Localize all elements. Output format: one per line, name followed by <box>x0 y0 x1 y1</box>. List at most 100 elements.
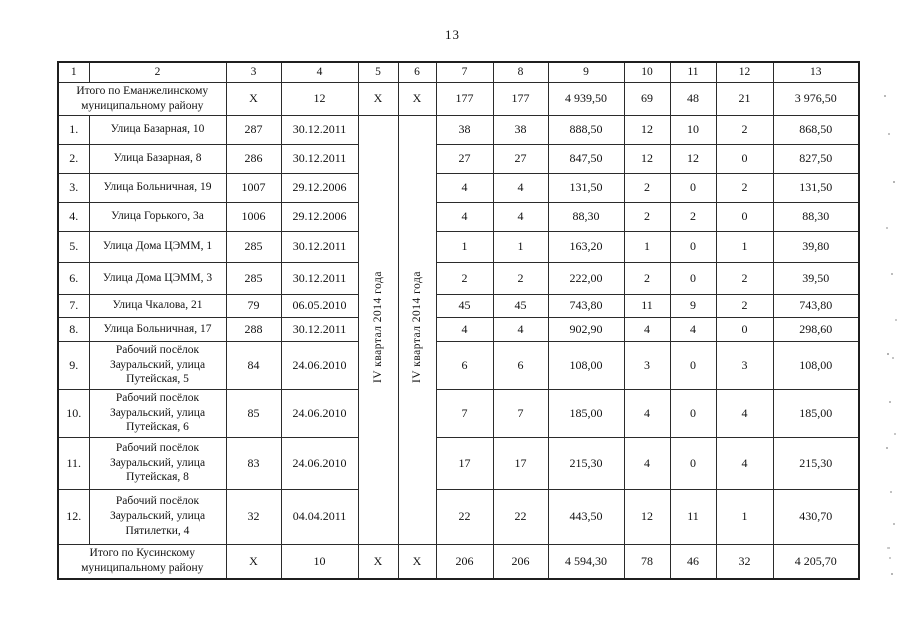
value-cell: 847,50 <box>547 143 625 174</box>
value-cell: 2 <box>623 261 671 295</box>
value-cell: 4 <box>623 388 671 438</box>
col-header-4: 4 <box>280 61 359 83</box>
value-cell: 10 <box>669 114 717 145</box>
value-cell: 0 <box>715 316 774 342</box>
date-cell: 30.12.2011 <box>280 316 359 342</box>
reg-number-cell: 285 <box>225 230 282 263</box>
value-cell: 827,50 <box>772 143 860 174</box>
date-cell: 24.06.2010 <box>280 388 359 438</box>
value-cell: 902,90 <box>547 316 625 342</box>
value-cell: 46 <box>669 543 717 580</box>
reg-number-cell: 32 <box>225 488 282 545</box>
table-row: 4. Улица Горького, 3а 1006 29.12.2006 4 … <box>57 201 860 232</box>
value-cell: 4 <box>669 316 717 342</box>
value-cell: 6 <box>435 340 494 390</box>
date-cell: 06.05.2010 <box>280 293 359 318</box>
x-mark: X <box>225 543 282 580</box>
value-cell: 1 <box>435 230 494 263</box>
value-cell: 4 594,30 <box>547 543 625 580</box>
value-cell: 21 <box>715 81 774 116</box>
row-number: 1. <box>57 114 90 145</box>
value-cell: 88,30 <box>547 201 625 232</box>
value-cell: 69 <box>623 81 671 116</box>
value-cell: 4 <box>435 201 494 232</box>
report-table: 1 2 3 4 5 6 7 8 9 10 11 12 13 Итого по Е… <box>57 61 860 580</box>
value-cell: 2 <box>623 201 671 232</box>
date-cell: 24.06.2010 <box>280 340 359 390</box>
value-cell: 78 <box>623 543 671 580</box>
col-header-2: 2 <box>88 61 227 83</box>
value-cell: 215,30 <box>772 436 860 490</box>
value-cell: 11 <box>669 488 717 545</box>
value-cell: 4 <box>435 172 494 203</box>
row-number: 2. <box>57 143 90 174</box>
value-cell: 3 976,50 <box>772 81 860 116</box>
value-cell: 2 <box>623 172 671 203</box>
value-cell: 108,00 <box>547 340 625 390</box>
value-cell: 22 <box>435 488 494 545</box>
value-cell: 2 <box>492 261 549 295</box>
address-cell: Улица Больничная, 17 <box>88 316 227 342</box>
value-cell: 39,80 <box>772 230 860 263</box>
reg-number-cell: 84 <box>225 340 282 390</box>
summary-label: Итого по Еманжелинскому муниципальному р… <box>57 81 227 116</box>
summary-label: Итого по Кусинскому муниципальному район… <box>57 543 227 580</box>
value-cell: 17 <box>492 436 549 490</box>
value-cell: 4 <box>715 436 774 490</box>
date-cell: 24.06.2010 <box>280 436 359 490</box>
value-cell: 12 <box>669 143 717 174</box>
col-header-1: 1 <box>57 61 90 83</box>
value-cell: 131,50 <box>547 172 625 203</box>
value-cell: 0 <box>715 201 774 232</box>
value-cell: 206 <box>492 543 549 580</box>
row-number: 7. <box>57 293 90 318</box>
value-cell: 6 <box>492 340 549 390</box>
value-cell: 7 <box>435 388 494 438</box>
value-cell: 0 <box>669 172 717 203</box>
address-cell: Рабочий посёлок Зауральский, улица Путей… <box>88 436 227 490</box>
value-cell: 2 <box>435 261 494 295</box>
col-header-7: 7 <box>435 61 494 83</box>
table-row: 12. Рабочий посёлок Зауральский, улица П… <box>57 488 860 545</box>
value-cell: 2 <box>669 201 717 232</box>
value-cell: 9 <box>669 293 717 318</box>
value-cell: 206 <box>435 543 494 580</box>
value-cell: 888,50 <box>547 114 625 145</box>
table-row: 9. Рабочий посёлок Зауральский, улица Пу… <box>57 340 860 390</box>
address-cell: Улица Чкалова, 21 <box>88 293 227 318</box>
x-mark: X <box>397 81 437 116</box>
column-header-row: 1 2 3 4 5 6 7 8 9 10 11 12 13 <box>57 61 860 83</box>
date-cell: 04.04.2011 <box>280 488 359 545</box>
table-row: 1. Улица Базарная, 10 287 30.12.2011 IV … <box>57 114 860 545</box>
reg-number-cell: 79 <box>225 293 282 318</box>
date-cell: 30.12.2011 <box>280 261 359 295</box>
value-cell: 1 <box>715 230 774 263</box>
value-cell: 27 <box>492 143 549 174</box>
value-cell: 45 <box>492 293 549 318</box>
value-cell: 2 <box>715 114 774 145</box>
value-cell: 3 <box>715 340 774 390</box>
table-row: 6. Улица Дома ЦЭММ, 3 285 30.12.2011 2 2… <box>57 261 860 295</box>
value-cell: 22 <box>492 488 549 545</box>
value-cell: 27 <box>435 143 494 174</box>
reg-number-cell: 1006 <box>225 201 282 232</box>
date-cell: 29.12.2006 <box>280 172 359 203</box>
row-number: 5. <box>57 230 90 263</box>
address-cell: Рабочий посёлок Зауральский, улица Путей… <box>88 388 227 438</box>
value-cell: 222,00 <box>547 261 625 295</box>
col-header-11: 11 <box>669 61 717 83</box>
address-cell: Рабочий посёлок Зауральский, улица Пятил… <box>88 488 227 545</box>
col-header-10: 10 <box>623 61 671 83</box>
value-cell: 12 <box>280 81 359 116</box>
value-cell: 0 <box>669 388 717 438</box>
value-cell: 38 <box>492 114 549 145</box>
value-cell: 298,60 <box>772 316 860 342</box>
value-cell: 4 <box>492 316 549 342</box>
table-row: 5. Улица Дома ЦЭММ, 1 285 30.12.2011 1 1… <box>57 230 860 263</box>
address-cell: Улица Дома ЦЭММ, 3 <box>88 261 227 295</box>
table-row: 7. Улица Чкалова, 21 79 06.05.2010 45 45… <box>57 293 860 318</box>
value-cell: 32 <box>715 543 774 580</box>
value-cell: 4 205,70 <box>772 543 860 580</box>
row-number: 4. <box>57 201 90 232</box>
date-cell: 29.12.2006 <box>280 201 359 232</box>
